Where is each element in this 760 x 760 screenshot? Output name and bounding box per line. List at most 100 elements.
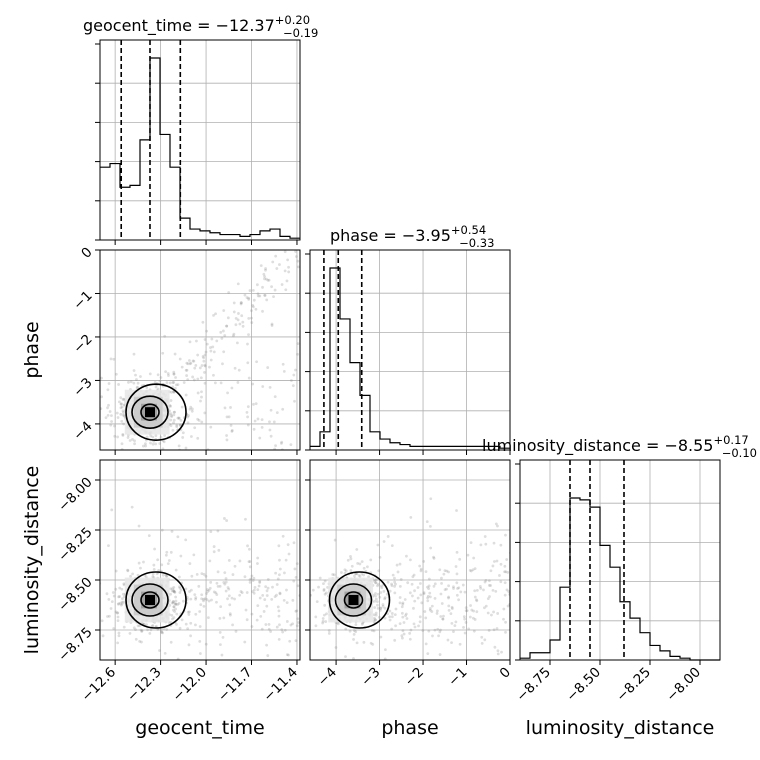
scatter-phase-vs-luminosity-distance-point xyxy=(352,632,356,636)
scatter-phase-vs-luminosity-distance-point xyxy=(416,596,420,600)
luminosity-distance-xtick-label: −8.50 xyxy=(563,664,604,705)
scatter-phase-vs-luminosity-distance-point xyxy=(390,582,393,586)
scatter-geocent-time-vs-phase-point xyxy=(203,364,207,368)
scatter-geocent-time-vs-phase-point xyxy=(296,259,300,263)
scatter-geocent-time-vs-luminosity-distance-point xyxy=(269,630,272,633)
scatter-phase-vs-luminosity-distance-point xyxy=(393,613,397,617)
scatter-geocent-time-vs-phase-point xyxy=(296,265,300,269)
scatter-geocent-time-vs-luminosity-distance-point xyxy=(130,505,134,509)
scatter-phase-vs-luminosity-distance-point xyxy=(457,586,461,590)
scatter-geocent-time-vs-phase-point xyxy=(290,244,293,247)
scatter-phase-vs-luminosity-distance-point xyxy=(400,605,404,609)
scatter-phase-vs-luminosity-distance-point xyxy=(352,637,355,641)
geocent-time-xtick-label: −11.7 xyxy=(215,664,256,705)
scatter-geocent-time-vs-phase-point xyxy=(203,353,207,357)
scatter-phase-vs-luminosity-distance-point xyxy=(356,561,360,565)
scatter-phase-vs-luminosity-distance-point xyxy=(484,578,488,582)
scatter-geocent-time-vs-phase-point xyxy=(128,439,132,442)
scatter-phase-vs-luminosity-distance-point xyxy=(381,605,385,608)
scatter-geocent-time-vs-phase-point xyxy=(159,376,163,379)
scatter-phase-vs-luminosity-distance-point xyxy=(374,581,378,585)
scatter-phase-vs-luminosity-distance-point xyxy=(489,569,493,573)
scatter-geocent-time-vs-phase-point xyxy=(268,428,272,432)
scatter-phase-vs-luminosity-distance-point xyxy=(344,569,348,573)
scatter-geocent-time-vs-luminosity-distance-point xyxy=(169,620,173,624)
scatter-phase-vs-luminosity-distance-point xyxy=(379,608,382,612)
scatter-phase-vs-luminosity-distance-point xyxy=(374,581,377,585)
scatter-geocent-time-vs-phase-point xyxy=(231,334,235,338)
scatter-geocent-time-vs-luminosity-distance-point xyxy=(114,587,118,591)
scatter-geocent-time-vs-luminosity-distance-point xyxy=(177,585,181,589)
scatter-phase-vs-luminosity-distance-point xyxy=(435,612,439,615)
scatter-phase-vs-luminosity-distance-point xyxy=(394,607,398,611)
scatter-geocent-time-vs-phase-point xyxy=(171,381,175,384)
scatter-phase-vs-luminosity-distance-point xyxy=(386,580,390,584)
scatter-phase-vs-luminosity-distance-point xyxy=(380,586,384,590)
scatter-phase-vs-luminosity-distance-point xyxy=(352,657,355,660)
scatter-geocent-time-vs-phase-point xyxy=(196,353,200,357)
scatter-geocent-time-vs-phase-point xyxy=(258,436,262,440)
scatter-phase-vs-luminosity-distance-point xyxy=(495,559,499,563)
scatter-phase-vs-luminosity-distance-point xyxy=(473,567,477,571)
scatter-geocent-time-vs-phase-point xyxy=(256,294,260,298)
scatter-geocent-time-vs-phase-point xyxy=(271,260,275,264)
scatter-phase-vs-luminosity-distance-point xyxy=(429,546,433,550)
scatter-phase-vs-luminosity-distance-point xyxy=(430,604,434,608)
scatter-geocent-time-vs-luminosity-distance-point xyxy=(194,623,197,627)
scatter-phase-vs-luminosity-distance-point xyxy=(463,590,467,594)
scatter-phase-vs-luminosity-distance-point xyxy=(500,650,503,654)
scatter-phase-vs-luminosity-distance-point xyxy=(504,570,508,574)
scatter-phase-vs-luminosity-distance-point xyxy=(461,583,465,587)
scatter-geocent-time-vs-phase-point xyxy=(270,324,274,327)
scatter-geocent-time-vs-phase-point xyxy=(107,403,110,407)
scatter-geocent-time-vs-luminosity-distance-point xyxy=(140,640,143,644)
scatter-geocent-time-vs-luminosity-distance-point xyxy=(205,598,209,601)
scatter-geocent-time-vs-phase-point xyxy=(210,337,214,341)
scatter-geocent-time-vs-phase-point xyxy=(264,267,267,270)
scatter-geocent-time-vs-luminosity-distance-point xyxy=(287,552,291,556)
scatter-geocent-time-vs-luminosity-distance-point xyxy=(121,592,125,596)
scatter-geocent-time-vs-phase-point xyxy=(269,408,273,412)
scatter-geocent-time-vs-luminosity-distance-point xyxy=(265,643,268,647)
scatter-geocent-time-vs-phase-point xyxy=(180,365,184,369)
scatter-geocent-time-vs-luminosity-distance-point xyxy=(261,593,265,597)
scatter-phase-vs-luminosity-distance-point xyxy=(445,587,448,591)
scatter-geocent-time-vs-luminosity-distance-point xyxy=(200,593,204,597)
scatter-geocent-time-vs-phase-point xyxy=(162,440,166,444)
scatter-geocent-time-vs-phase-point xyxy=(293,399,296,403)
scatter-geocent-time-vs-luminosity-distance-point xyxy=(202,599,205,603)
scatter-geocent-time-vs-luminosity-distance-point xyxy=(166,562,170,566)
scatter-geocent-time-vs-phase-contour xyxy=(131,395,169,429)
scatter-geocent-time-vs-phase-point xyxy=(232,310,236,314)
scatter-geocent-time-vs-luminosity-distance-point xyxy=(172,589,176,593)
scatter-geocent-time-vs-phase-point xyxy=(205,329,208,333)
scatter-phase-vs-luminosity-distance-point xyxy=(423,610,427,613)
scatter-phase-vs-luminosity-distance-point xyxy=(494,522,498,526)
scatter-geocent-time-vs-phase-point xyxy=(122,411,125,414)
scatter-phase-vs-luminosity-distance-point xyxy=(426,594,430,598)
scatter-geocent-time-vs-phase-point xyxy=(188,340,192,344)
scatter-geocent-time-vs-phase-point xyxy=(104,416,108,420)
scatter-geocent-time-vs-luminosity-distance-point xyxy=(227,594,231,598)
scatter-phase-vs-luminosity-distance-point xyxy=(421,629,425,632)
scatter-geocent-time-vs-luminosity-distance-mode-marker xyxy=(145,595,155,605)
scatter-geocent-time-vs-phase-point xyxy=(222,350,226,354)
scatter-geocent-time-vs-luminosity-distance-point xyxy=(200,572,204,576)
scatter-geocent-time-vs-luminosity-distance-point xyxy=(266,654,270,657)
scatter-geocent-time-vs-luminosity-distance-point xyxy=(198,610,202,613)
scatter-geocent-time-vs-luminosity-distance-point xyxy=(291,622,294,626)
scatter-phase-vs-luminosity-distance-point xyxy=(314,615,318,619)
scatter-phase-vs-luminosity-distance-point xyxy=(427,577,431,581)
scatter-geocent-time-vs-luminosity-distance-point xyxy=(152,563,156,567)
scatter-phase-vs-luminosity-distance-point xyxy=(504,533,507,537)
scatter-geocent-time-vs-luminosity-distance-point xyxy=(275,583,279,586)
scatter-geocent-time-vs-luminosity-distance-point xyxy=(140,630,144,633)
scatter-geocent-time-vs-luminosity-distance-point xyxy=(139,566,142,570)
scatter-phase-vs-luminosity-distance-point xyxy=(321,617,325,620)
scatter-geocent-time-vs-phase-point xyxy=(263,293,267,297)
scatter-geocent-time-vs-phase-point xyxy=(164,370,168,373)
scatter-geocent-time-vs-phase-point xyxy=(144,444,148,448)
scatter-geocent-time-vs-phase-point xyxy=(161,447,165,450)
scatter-phase-vs-luminosity-distance-point xyxy=(376,603,379,607)
scatter-geocent-time-vs-phase-point xyxy=(119,406,123,410)
